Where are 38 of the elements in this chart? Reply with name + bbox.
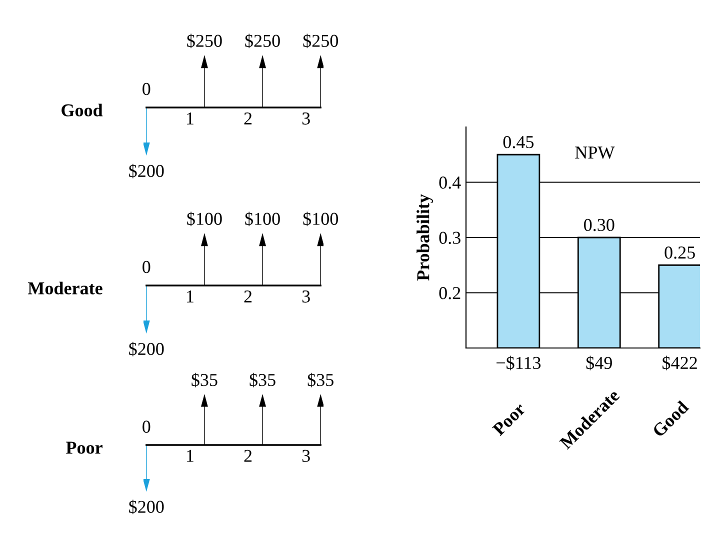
x-tick-label: −$113	[496, 356, 541, 370]
data-label: 0.45	[503, 136, 534, 148]
category-label: 1	[187, 112, 194, 124]
text: $35	[250, 372, 276, 388]
category-label: 1	[187, 450, 194, 462]
text: $35	[192, 372, 218, 388]
category-label: 0	[142, 420, 150, 433]
category-label: 3	[302, 450, 310, 462]
category-label: 2	[244, 112, 252, 124]
y-tick-label: 0.4	[439, 176, 461, 189]
y-tick-label: 0.2	[439, 287, 460, 300]
data-label: 0.25	[664, 246, 695, 259]
text: $250	[187, 34, 222, 48]
text: NPW	[575, 146, 615, 159]
category-label: 2	[244, 290, 252, 302]
category-label: 2	[244, 450, 252, 462]
y-axis-title: Probability	[416, 194, 434, 281]
category-label: 3	[302, 290, 310, 303]
x-tick-label: $422	[662, 356, 697, 370]
category-label: 1	[187, 290, 194, 302]
text: $250	[303, 34, 338, 48]
category-label: 3	[302, 112, 310, 125]
text: Poor	[66, 442, 102, 454]
x-tick-label: $49	[586, 356, 612, 370]
text: $100	[245, 212, 280, 226]
text: $100	[187, 212, 222, 226]
text: $35	[308, 372, 334, 388]
text: $200	[129, 500, 164, 514]
text: $250	[245, 34, 280, 48]
text: Good	[62, 104, 103, 116]
text: $100	[303, 212, 338, 226]
category-label: 0	[142, 82, 150, 96]
y-tick-label: 0.3	[439, 232, 460, 244]
text: Moderate	[28, 282, 102, 294]
text: $200	[129, 342, 164, 356]
data-label: 0.30	[584, 218, 614, 232]
text: $200	[129, 164, 164, 178]
category-label: 0	[142, 260, 150, 274]
